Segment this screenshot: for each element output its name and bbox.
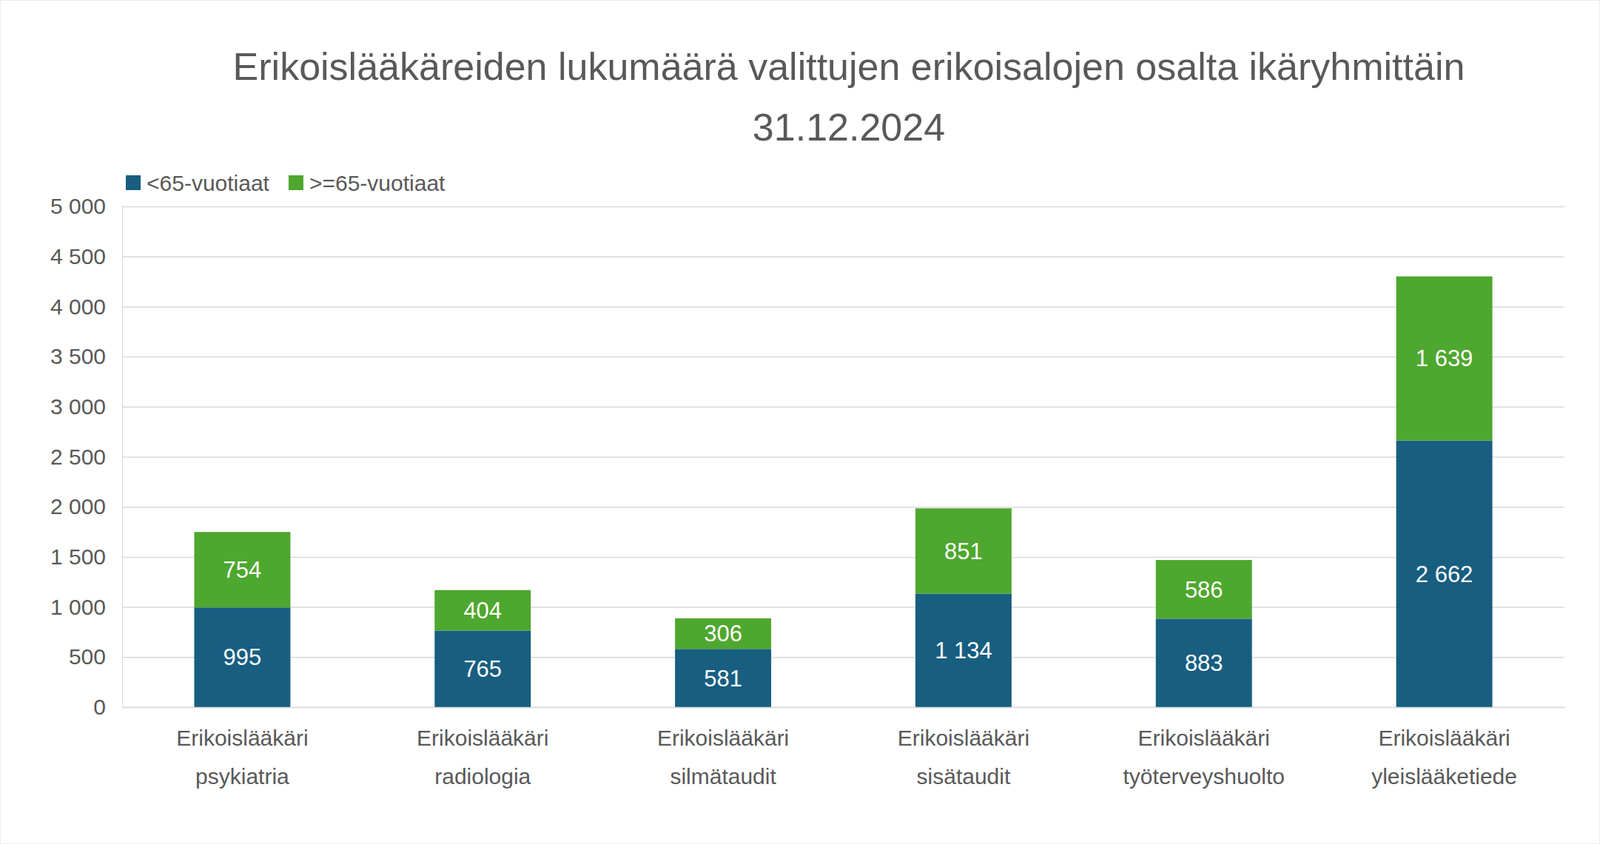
x-tick-label: Erikoislääkäriyleislääketiede bbox=[1371, 725, 1518, 789]
x-tick: Erikoislääkäriradiologia bbox=[416, 707, 549, 789]
y-tick: 0 bbox=[93, 694, 1565, 720]
grid-line bbox=[122, 557, 1565, 559]
data-label: 2 662 bbox=[1415, 561, 1474, 588]
grid-line bbox=[122, 606, 1565, 609]
data-label: 306 bbox=[703, 620, 743, 647]
y-tick: 3 500 bbox=[50, 344, 1565, 369]
x-tick-label: Erikoislääkärisilmätaudit bbox=[657, 725, 789, 789]
legend: <65-vuotiaat >=65-vuotiaat bbox=[125, 170, 446, 196]
legend-item: >=65-vuotiaat bbox=[288, 170, 446, 196]
grid-line bbox=[122, 707, 1565, 709]
y-axis-line bbox=[122, 207, 1566, 709]
grid-line bbox=[122, 407, 1565, 409]
grid-line bbox=[122, 256, 1565, 258]
title: Erikoislääkäreiden lukumäärä valittujen … bbox=[233, 45, 1466, 149]
data-label: 995 bbox=[223, 644, 262, 671]
y-tick-label: 1 000 bbox=[50, 595, 106, 620]
y-tick: 2 500 bbox=[50, 444, 1565, 470]
bars bbox=[193, 276, 1492, 708]
x-tick: Erikoislääkäriyleislääketiede bbox=[1371, 707, 1518, 789]
grid-line bbox=[122, 356, 1565, 359]
legend-label: >=65-vuotiaat bbox=[309, 170, 446, 196]
y-tick: 5 000 bbox=[50, 193, 1565, 219]
bar bbox=[434, 630, 531, 708]
x-tick: Erikoislääkärisisätaudit bbox=[897, 707, 1030, 789]
data-labels: 995 765 581 1 134 883 2 662 754 404 306 851 586 1 6… bbox=[223, 345, 1474, 692]
x-tick: Erikoislääkärisilmätaudit bbox=[657, 707, 789, 789]
data-label: 1 134 bbox=[934, 637, 993, 664]
data-label: 1 639 bbox=[1415, 345, 1474, 372]
legend-item: <65-vuotiaat bbox=[125, 170, 271, 196]
y-tick-label: 4 500 bbox=[50, 244, 106, 269]
bar bbox=[1396, 441, 1493, 708]
y-tick: 500 bbox=[68, 644, 1565, 670]
y-tick-label: 2 000 bbox=[50, 494, 106, 519]
data-label: 883 bbox=[1184, 650, 1224, 677]
x-axis-line bbox=[122, 707, 1566, 709]
bar bbox=[434, 590, 531, 632]
y-tick: 4 500 bbox=[50, 244, 1565, 269]
x-tick-label: Erikoislääkärisisätaudit bbox=[897, 725, 1030, 789]
background bbox=[0, 0, 1600, 844]
y-tick-label: 500 bbox=[68, 644, 106, 670]
data-label: 851 bbox=[944, 538, 983, 565]
bar bbox=[915, 593, 1012, 708]
legend-label: <65-vuotiaat bbox=[146, 170, 271, 196]
y-tick-label: 1 500 bbox=[50, 544, 106, 570]
grid-line bbox=[122, 506, 1565, 509]
bar bbox=[193, 532, 291, 608]
x-tick-label: Erikoislääkäripsykiatria bbox=[176, 725, 308, 789]
data-label: 404 bbox=[463, 597, 502, 624]
x-tick-label: Erikoislääkärityöterveyshuolto bbox=[1123, 725, 1285, 789]
y-tick-label: 0 bbox=[93, 694, 106, 720]
bar bbox=[1155, 618, 1253, 708]
y-tick-label: 4 000 bbox=[50, 294, 106, 319]
data-label: 765 bbox=[463, 656, 502, 683]
bar bbox=[1396, 276, 1493, 442]
data-label: 586 bbox=[1184, 577, 1224, 604]
y-tick-label: 2 500 bbox=[50, 444, 106, 470]
legend-swatch bbox=[288, 175, 304, 191]
y-tick: 4 000 bbox=[50, 294, 1565, 319]
bar bbox=[193, 607, 291, 708]
x-axis: Erikoislääkäripsykiatria Erikoislääkärira… bbox=[122, 707, 1566, 789]
grid-line bbox=[122, 657, 1565, 659]
x-tick: Erikoislääkärityöterveyshuolto bbox=[1123, 707, 1285, 789]
data-label: 581 bbox=[703, 666, 743, 692]
y-tick: 3 000 bbox=[50, 394, 1565, 419]
grid-line bbox=[122, 456, 1565, 459]
y-tick-label: 5 000 bbox=[50, 193, 106, 219]
series-bars bbox=[193, 276, 1492, 650]
y-tick-label: 3 000 bbox=[50, 394, 106, 419]
grid-line bbox=[122, 306, 1565, 308]
series-bars bbox=[193, 441, 1492, 708]
bar bbox=[674, 649, 772, 708]
x-tick-label: Erikoislääkäriradiologia bbox=[416, 725, 549, 789]
x-tick: Erikoislääkäripsykiatria bbox=[176, 707, 308, 789]
plot: 0 500 1 000 1 500 2 000 2 500 3 000 3 500 4 000 4… bbox=[50, 193, 1566, 789]
bar bbox=[1155, 560, 1253, 619]
y-tick: 2 000 bbox=[50, 494, 1565, 519]
grid-line bbox=[122, 206, 1565, 208]
legend-swatch bbox=[125, 175, 141, 191]
bar bbox=[674, 618, 772, 650]
y-tick-label: 3 500 bbox=[50, 344, 106, 369]
y-axis: 0 500 1 000 1 500 2 000 2 500 3 000 3 500 4 000 4… bbox=[50, 193, 1565, 720]
bar bbox=[915, 508, 1012, 594]
data-label: 754 bbox=[223, 557, 262, 584]
chart: Erikoislääkäreiden lukumäärä valittujen … bbox=[0, 0, 1600, 844]
